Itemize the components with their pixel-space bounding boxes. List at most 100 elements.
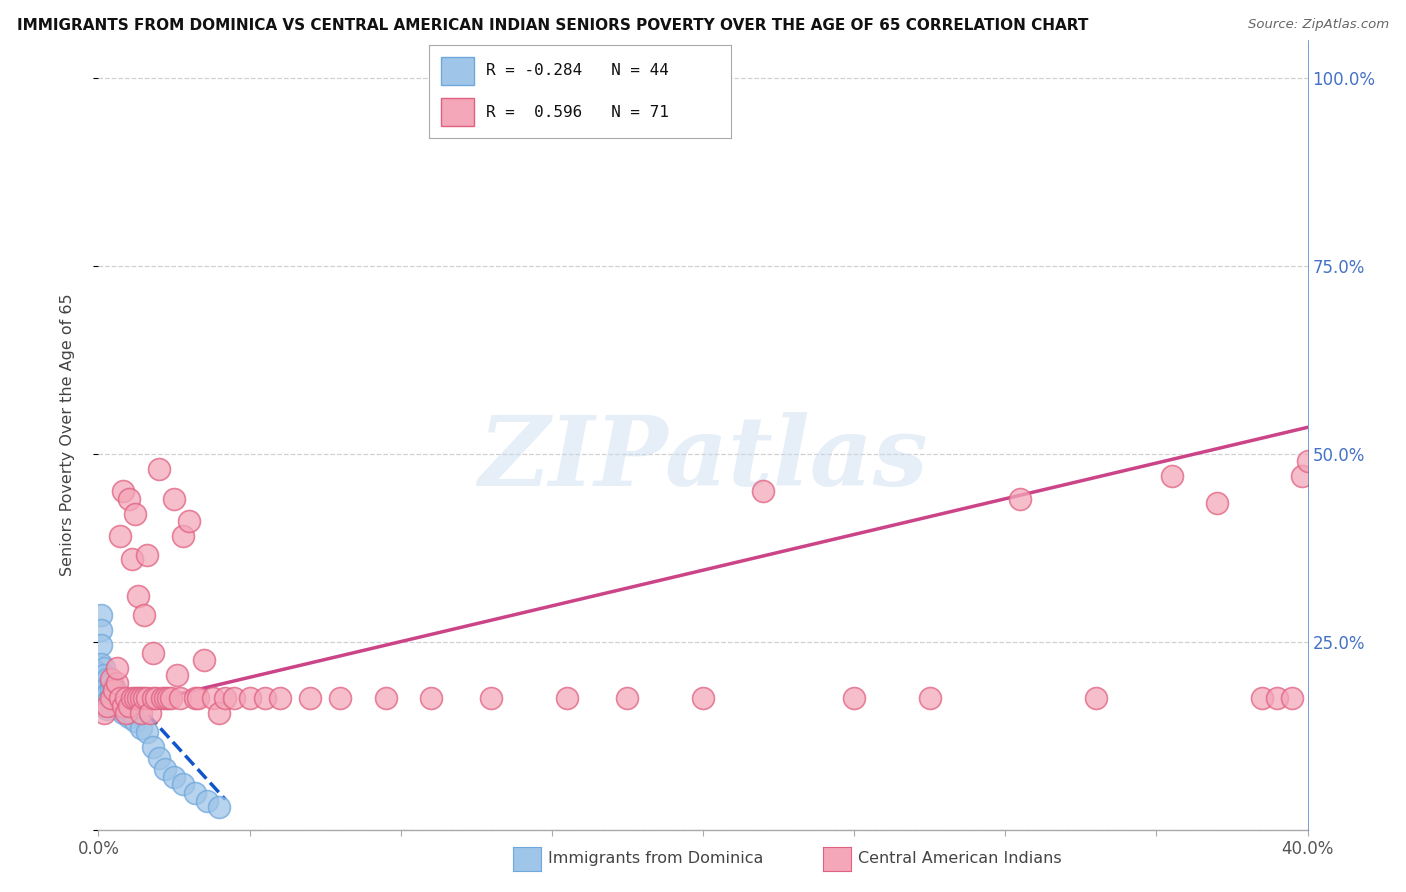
Point	[195, 794, 218, 808]
Point	[153, 691, 176, 706]
Point	[121, 706, 143, 720]
Point	[105, 687, 128, 701]
Point	[100, 683, 122, 698]
Text: IMMIGRANTS FROM DOMINICA VS CENTRAL AMERICAN INDIAN SENIORS POVERTY OVER THE AGE: IMMIGRANTS FROM DOMINICA VS CENTRAL AMER…	[17, 18, 1088, 33]
Point	[124, 507, 146, 521]
Point	[142, 646, 165, 660]
Point	[135, 724, 157, 739]
Point	[844, 691, 866, 706]
Point	[129, 691, 152, 706]
Point	[139, 706, 162, 720]
Point	[169, 691, 191, 706]
Point	[96, 680, 118, 694]
Point	[692, 691, 714, 706]
Point	[1085, 691, 1108, 706]
Point	[127, 691, 149, 706]
Point	[135, 691, 157, 706]
Point	[90, 672, 112, 686]
Point	[153, 763, 176, 777]
Point	[121, 552, 143, 566]
Bar	[441, 57, 474, 85]
Point	[114, 691, 136, 706]
Point	[111, 706, 134, 720]
Point	[148, 751, 170, 765]
Point	[103, 695, 125, 709]
Point	[208, 706, 231, 720]
Point	[214, 691, 236, 706]
Text: Immigrants from Dominica: Immigrants from Dominica	[548, 852, 763, 866]
Point	[124, 714, 146, 728]
Point	[187, 691, 209, 706]
Point	[93, 706, 115, 720]
Point	[163, 770, 186, 784]
Point	[179, 514, 201, 528]
Point	[202, 691, 225, 706]
Point	[108, 691, 131, 706]
Point	[108, 702, 131, 716]
Point	[111, 698, 134, 713]
Point	[103, 683, 125, 698]
Point	[374, 691, 396, 706]
Point	[184, 691, 207, 706]
Point	[121, 691, 143, 706]
Point	[90, 624, 112, 638]
Point	[124, 691, 146, 706]
Point	[100, 698, 122, 713]
Point	[103, 680, 125, 694]
Point	[616, 691, 638, 706]
Point	[752, 484, 775, 499]
Point	[114, 702, 136, 716]
Point	[224, 691, 246, 706]
Point	[1251, 691, 1274, 706]
Point	[118, 710, 141, 724]
Point	[108, 529, 131, 543]
Point	[555, 691, 578, 706]
Point	[1296, 454, 1319, 468]
Point	[108, 691, 131, 706]
Point	[1291, 469, 1313, 483]
Point	[1281, 691, 1303, 706]
Point	[90, 608, 112, 623]
Point	[160, 691, 183, 706]
Text: Source: ZipAtlas.com: Source: ZipAtlas.com	[1249, 18, 1389, 31]
Point	[93, 668, 115, 682]
Point	[96, 702, 118, 716]
Point	[172, 777, 194, 791]
Y-axis label: Seniors Poverty Over the Age of 65: Seniors Poverty Over the Age of 65	[60, 293, 75, 576]
Point	[163, 491, 186, 506]
Point	[105, 661, 128, 675]
Point	[129, 721, 152, 735]
Point	[299, 691, 322, 706]
Point	[127, 590, 149, 604]
Point	[129, 706, 152, 720]
Point	[90, 657, 112, 672]
Point	[329, 691, 352, 706]
Point	[166, 668, 188, 682]
Point	[172, 529, 194, 543]
Point	[100, 676, 122, 690]
Point	[150, 691, 173, 706]
Bar	[441, 98, 474, 126]
Point	[96, 698, 118, 713]
Point	[93, 698, 115, 713]
Point	[918, 691, 941, 706]
Point	[90, 639, 112, 653]
Point	[193, 653, 215, 667]
Point	[118, 491, 141, 506]
Point	[105, 698, 128, 713]
Point	[111, 484, 134, 499]
Point	[100, 691, 122, 706]
Point	[1267, 691, 1289, 706]
Point	[100, 672, 122, 686]
Text: R =  0.596   N = 71: R = 0.596 N = 71	[486, 104, 669, 120]
Point	[420, 691, 443, 706]
Point	[96, 672, 118, 686]
Point	[481, 691, 503, 706]
Point	[1010, 491, 1032, 506]
Point	[208, 800, 231, 814]
Point	[105, 676, 128, 690]
Point	[184, 787, 207, 801]
Point	[156, 691, 179, 706]
Point	[111, 695, 134, 709]
Point	[96, 687, 118, 701]
